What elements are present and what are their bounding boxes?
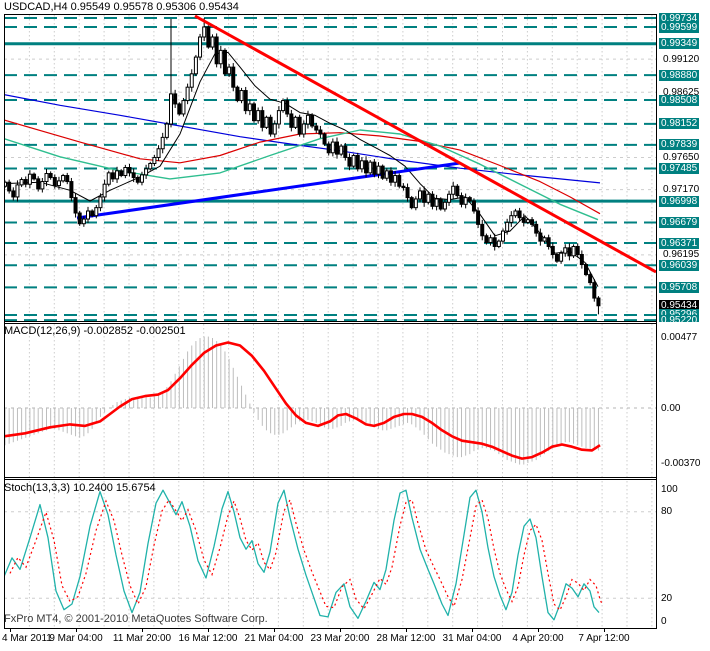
stoch-panel[interactable]	[4, 480, 656, 628]
date-tick-label: 16 Mar 12:00	[178, 633, 238, 644]
stoch-scale-100: 100	[661, 484, 678, 495]
date-tick-label: 9 Mar 04:00	[49, 633, 103, 644]
stoch-scale-0: 0	[661, 616, 667, 627]
date-tick-label: 7 Apr 12:00	[578, 633, 630, 644]
chart-title-ohlc: USDCAD,H4 0.95549 0.95578 0.95306 0.9543…	[4, 1, 239, 13]
date-tick-label: 31 Mar 04:00	[442, 633, 502, 644]
macd-panel[interactable]	[4, 323, 656, 478]
macd-scale-top: 0.00477	[661, 332, 698, 343]
time-axis[interactable]: 4 Mar 2011 9 Mar 04:00 11 Mar 20:00 16 Mar …	[0, 628, 656, 651]
date-tick-label: 28 Mar 12:00	[376, 633, 436, 644]
macd-scale-bottom: -0.00370	[661, 458, 701, 469]
macd-indicator-label: MACD(12,26,9) -0.002852 -0.002501	[4, 325, 186, 337]
copyright-notice: FxPro MT4, © 2001-2010 MetaQuotes Softwa…	[4, 613, 268, 625]
uptrend-blue	[76, 161, 461, 220]
price-scale[interactable]	[657, 14, 710, 628]
stoch-indicator-label: Stoch(13,3,3) 10.2400 15.6754	[4, 482, 156, 494]
macd-signal-line	[4, 341, 601, 460]
date-tick-label: 4 Mar 2011	[2, 633, 52, 644]
ma-blue	[4, 94, 601, 184]
macd-scale-zero: 0.00	[661, 403, 681, 414]
date-tick-label: 23 Mar 20:00	[310, 633, 370, 644]
stoch-scale-20: 20	[661, 593, 673, 604]
downtrend-red	[194, 15, 656, 274]
date-tick-label: 4 Apr 20:00	[512, 633, 564, 644]
ma-black	[4, 51, 599, 287]
date-tick-label: 21 Mar 04:00	[244, 633, 304, 644]
stoch-scale-80: 80	[661, 506, 673, 517]
date-tick-label: 11 Mar 20:00	[112, 633, 172, 644]
main-chart-panel[interactable]	[4, 14, 656, 321]
stoch-k-line	[4, 489, 600, 621]
